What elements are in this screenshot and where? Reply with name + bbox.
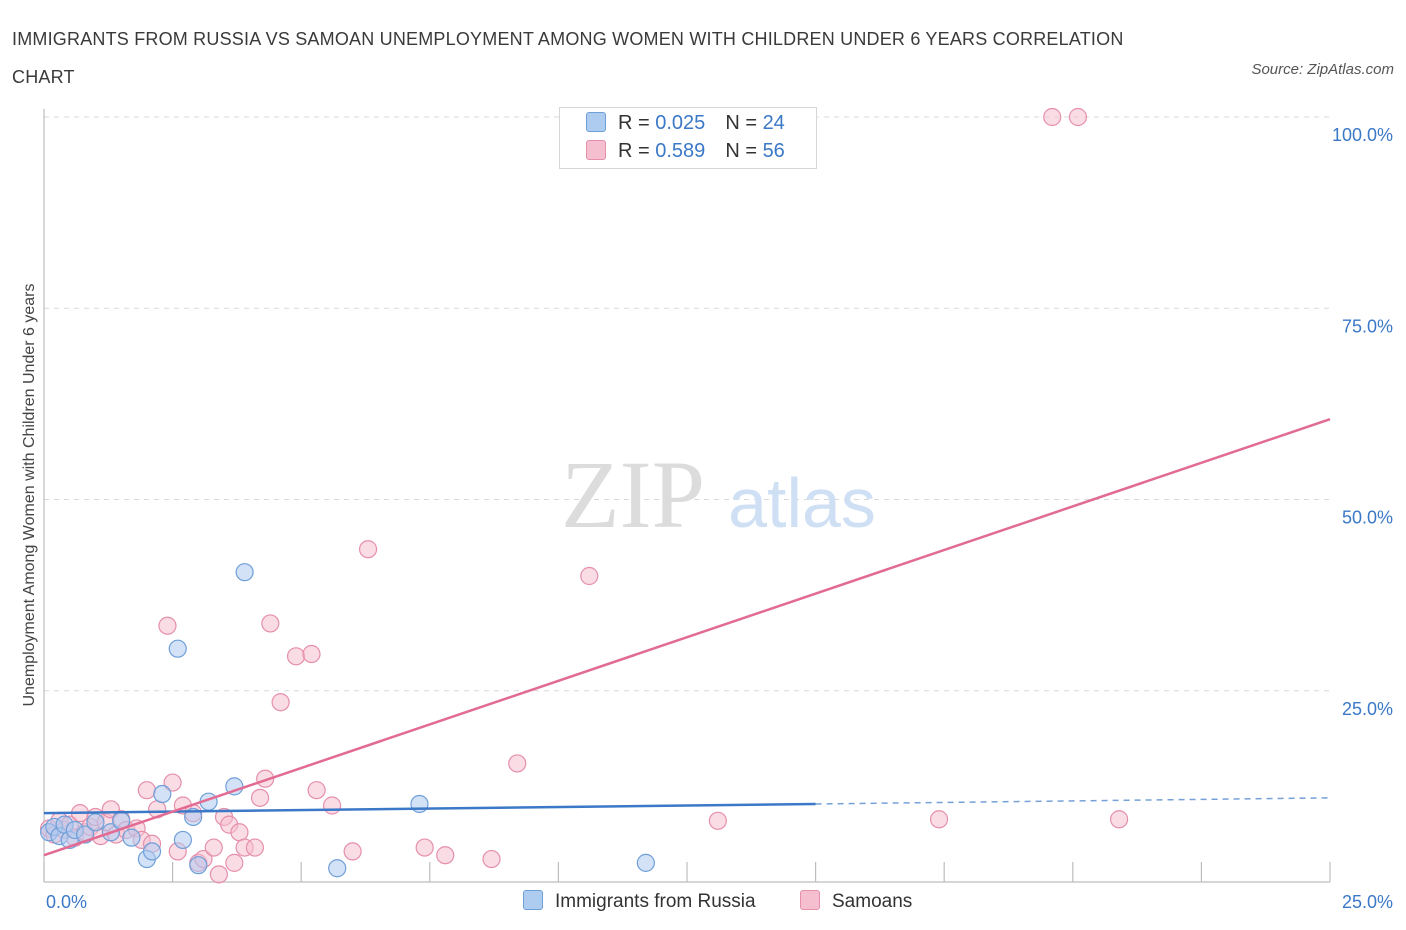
legend-r-value-russia: 0.025 (655, 112, 706, 134)
legend-row-samoan: R = 0.589 N = 56 (586, 140, 785, 166)
samoan-point (708, 811, 727, 830)
bottom-legend-russia: Immigrants from Russia (523, 890, 756, 913)
samoan-trend-line (43, 417, 1331, 857)
y-tick-label: 50.0% (1342, 508, 1393, 528)
samoan-point (415, 838, 434, 857)
samoan-point (158, 616, 177, 635)
trend-lines (43, 417, 1331, 857)
samoan-point (508, 754, 527, 773)
samoan-point (271, 693, 290, 712)
russia-point (86, 813, 105, 832)
samoan-point (482, 849, 501, 869)
y-tick-label: 100.0% (1332, 125, 1393, 145)
samoan-point (163, 773, 182, 792)
samoan-point (436, 846, 455, 865)
source-label: Source: ZipAtlas.com (1251, 61, 1394, 78)
samoan-point (1068, 107, 1088, 127)
legend-n-label: N = (725, 112, 763, 134)
russia-points (40, 563, 655, 878)
russia-point (636, 853, 655, 872)
samoan-point (245, 838, 265, 857)
legend-row-russia: R = 0.025 N = 24 (586, 112, 785, 138)
watermark-zip: ZIP (561, 441, 705, 548)
legend-r-value-samoan: 0.589 (655, 140, 706, 162)
samoan-point (580, 566, 599, 586)
y-tick-label: 75.0% (1342, 316, 1393, 336)
watermark-atlas: atlas (728, 464, 876, 542)
russia-point (168, 639, 187, 658)
grid-lines (44, 116, 1330, 692)
samoan-point (209, 865, 228, 884)
russia-point (122, 828, 141, 847)
russia-point (189, 856, 208, 875)
samoan-point (286, 647, 306, 666)
chart-title: IMMIGRANTS FROM RUSSIA VS SAMOAN UNEMPLO… (12, 29, 1124, 87)
legend-swatch-russia (586, 112, 606, 132)
bottom-legend-label-samoan: Samoans (832, 891, 913, 912)
axes (43, 109, 1331, 883)
legend-r-label: R = (618, 140, 656, 162)
samoan-point (225, 853, 244, 872)
samoan-point (230, 823, 249, 842)
samoan-point (250, 788, 270, 807)
legend-swatch-samoan (586, 140, 606, 160)
samoan-point (261, 614, 280, 633)
russia-point (153, 784, 172, 804)
samoan-point (307, 781, 326, 800)
russia-point (235, 563, 254, 582)
x-tick-label: 25.0% (1342, 892, 1393, 912)
legend-r-label: R = (618, 112, 656, 134)
legend-n-label: N = (725, 140, 763, 162)
bottom-legend-samoan: Samoans (800, 890, 912, 913)
samoan-point (1043, 107, 1062, 127)
legend-n-value-samoan: 56 (762, 140, 785, 162)
samoan-point (204, 838, 223, 857)
y-tick-label: 25.0% (1342, 699, 1393, 719)
samoan-point (358, 540, 378, 559)
tick-labels: 25.0% 50.0% 75.0% 100.0% 0.0% 25.0% (46, 125, 1393, 912)
bottom-legend-swatch-russia (523, 890, 543, 910)
russia-point (184, 807, 203, 827)
legend-n-value-russia: 24 (762, 112, 785, 134)
correlation-legend: R = 0.025 N = 24 R = 0.589 N = 56 (559, 107, 817, 169)
bottom-legend-swatch-samoan (800, 890, 820, 910)
russia-point (173, 830, 192, 850)
russia-point (142, 842, 162, 861)
samoan-point (302, 644, 321, 664)
samoan-point (1109, 810, 1129, 829)
bottom-legend-label-russia: Immigrants from Russia (555, 891, 756, 912)
samoan-point (343, 842, 362, 861)
samoan-point (137, 781, 156, 800)
x-tick-label: 0.0% (46, 892, 87, 912)
samoan-point (929, 810, 949, 829)
russia-point (328, 859, 347, 878)
russia-trend-extension (815, 797, 1331, 805)
samoan-point (322, 796, 342, 815)
russia-point (225, 777, 244, 796)
